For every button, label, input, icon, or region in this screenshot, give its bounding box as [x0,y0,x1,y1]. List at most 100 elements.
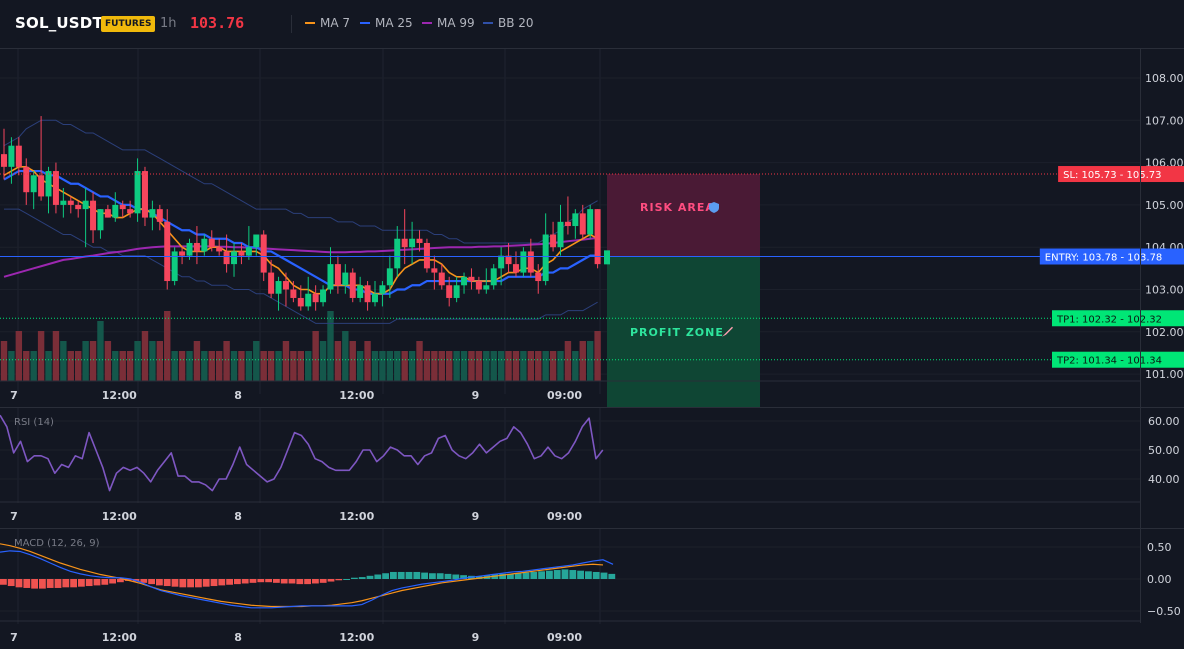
macd-histogram-bar [39,579,46,589]
pane-divider[interactable] [0,528,1184,529]
candle-down [290,289,297,298]
price-axis-label: 101.00 [1145,368,1184,381]
volume-bar [238,351,245,381]
macd-histogram-bar [117,579,124,583]
volume-bar [386,351,394,381]
entry-level-tag[interactable]: ENTRY: 103.78 - 103.78 [1039,248,1184,265]
price-axis-label: 105.00 [1145,199,1184,212]
macd-histogram-bar [600,572,608,579]
volume-bar [30,351,37,381]
volume-bar [89,341,97,381]
legend-ma7[interactable]: MA 7 [305,16,350,30]
volume-bar [52,331,60,381]
macd-histogram-bar [218,579,226,586]
candle-up [231,251,238,265]
macd-histogram-bar [507,573,514,579]
volume-bar [37,331,45,381]
volume-bar [334,341,342,381]
macd-histogram-bar [514,573,522,579]
macd-histogram-bar [608,573,616,579]
candle-down [164,221,171,282]
volume-bar [557,351,564,381]
candle-up [483,285,490,290]
volume-bar [468,351,475,381]
volume-bar [564,341,572,381]
price-chart-pane[interactable]: 108.00107.00106.00105.00104.00103.00102.… [0,49,1184,407]
candle-up [320,289,327,303]
symbol-name[interactable]: SOL_USDT [15,14,103,32]
macd-histogram-bar [405,571,413,579]
volume-bar [267,351,275,381]
volume-bar [594,331,601,381]
macd-histogram-bar [241,579,249,584]
candle-up [45,171,52,197]
volume-bar [0,341,8,381]
volume-bar [423,351,431,381]
candle-down [401,238,408,248]
volume-bar [349,341,356,381]
pane-divider[interactable] [0,407,1184,408]
macd-histogram-bar [257,579,265,583]
volume-bar [208,351,215,381]
time-axis-label: 12:00 [102,631,137,644]
macd-histogram-bar [592,571,600,579]
legend-bb20[interactable]: BB 20 [483,16,534,30]
macd-histogram-bar [499,573,506,579]
macd-line [0,550,614,609]
candle-down [75,204,82,210]
volume-bar [245,351,253,381]
macd-histogram-bar [296,579,304,585]
volume-bar [438,351,445,381]
volume-bar [535,351,542,381]
candle-up [461,276,468,286]
time-axis-label: 09:00 [547,510,582,523]
time-axis-label: 9 [472,389,480,402]
volume-bar [97,321,104,381]
volume-bar [453,351,460,381]
rsi-pane[interactable]: 60.00 50.00 40.00 RSI (14) 7 12:00 8 12:00 9 09:0… [0,408,1184,528]
candle-up [490,268,497,286]
volume-bar [104,341,112,381]
tp2-level-tag[interactable]: TP2: 101.34 - 101.34 [1052,351,1184,368]
volume-bar [126,351,134,381]
tp1-tag-label: TP1: 102.32 - 102.32 [1056,314,1162,325]
volume-bar [356,351,364,381]
candle-down [468,276,475,282]
macd-axis-label: 0.50 [1147,541,1172,554]
volume-bar [134,341,141,381]
macd-histogram-bar [101,579,109,585]
tp1-level-tag[interactable]: TP1: 102.32 - 102.32 [1052,310,1184,327]
volume-bar [253,341,260,381]
rsi-line [0,414,604,492]
volume-bar [156,341,164,381]
timeframe-label[interactable]: 1h [160,16,177,31]
time-axis-label: 12:00 [102,510,137,523]
ma99-swatch [422,21,432,24]
candle-down [260,234,267,273]
macd-histogram-bar [179,579,187,588]
candle-up [587,209,594,235]
volume-bar [371,351,379,381]
legend-ma7-label: MA 7 [320,16,351,30]
legend-ma99[interactable]: MA 99 [422,16,475,30]
macd-histogram-bar [0,579,7,585]
volume-bar [446,351,453,381]
candle-down [564,221,571,227]
time-axis-label: 09:00 [547,631,582,644]
macd-histogram-bar [522,572,530,579]
volume-bar [542,351,549,381]
sl-level-tag[interactable]: SL: 105.73 - 105.73 [1058,166,1184,183]
current-price-marker [604,250,610,265]
macd-histogram-bar [351,577,358,579]
volume-bar [305,351,312,381]
macd-histogram-bar [140,579,148,583]
macd-histogram-bar [366,575,374,579]
volume-bar [431,351,438,381]
macd-pane[interactable]: 0.50 0.00 −0.50 MACD (12, 26, 9) 7 12:00 8 12:0… [0,529,1184,649]
time-axis-label: 8 [234,389,242,402]
volume-bar [112,351,119,381]
legend-ma25[interactable]: MA 25 [360,16,413,30]
macd-histogram-bar [327,579,335,582]
macd-histogram-bar [265,579,272,583]
macd-signal-line [0,543,604,608]
